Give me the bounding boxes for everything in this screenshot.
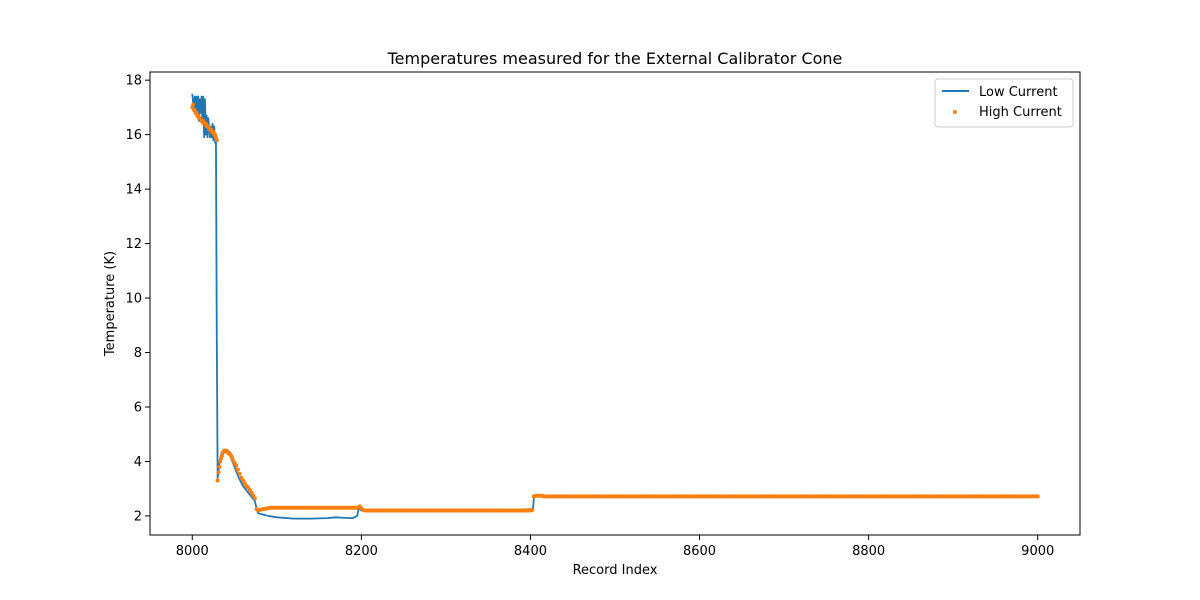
y-tick-label: 2 <box>134 509 142 524</box>
scatter-point-high-current <box>1035 494 1040 499</box>
plot-area <box>149 71 1081 536</box>
scatter-point-high-current <box>252 496 257 501</box>
y-tick-label: 12 <box>125 237 142 252</box>
y-tick-label: 10 <box>125 292 142 307</box>
scatter-point-high-current <box>234 463 239 468</box>
scatter-point-high-current <box>216 470 221 475</box>
y-tick-label: 16 <box>125 128 142 143</box>
x-axis: 8000 8200 8400 8600 8800 9000 <box>176 535 1054 559</box>
x-axis-label: Record Index <box>573 563 658 578</box>
scatter-point-high-current <box>526 508 531 513</box>
legend: Low Current High Current <box>934 78 1074 128</box>
y-axis: 2 4 6 8 10 12 14 16 18 <box>125 74 150 524</box>
x-tick-label: 9000 <box>1021 544 1054 559</box>
scatter-point-high-current <box>191 102 196 107</box>
x-tick-label: 8800 <box>852 544 885 559</box>
legend-box <box>934 78 1074 128</box>
scatter-point-high-current <box>215 478 220 483</box>
x-tick-label: 8200 <box>345 544 378 559</box>
y-axis-label: Temperature (K) <box>103 251 118 357</box>
x-tick-label: 8400 <box>514 544 547 559</box>
legend-label-high-current: High Current <box>979 105 1062 120</box>
y-tick-label: 4 <box>134 455 142 470</box>
y-tick-label: 8 <box>134 346 142 361</box>
scatter-point-high-current <box>354 505 359 510</box>
chart-title: Temperatures measured for the External C… <box>387 49 843 68</box>
legend-swatch-high-current <box>953 110 957 114</box>
series-layer <box>190 93 1040 520</box>
axes-frame <box>149 71 1081 536</box>
y-tick-label: 14 <box>125 183 142 198</box>
x-tick-label: 8000 <box>176 544 209 559</box>
y-tick-label: 18 <box>125 74 142 89</box>
scatter-point-high-current <box>217 464 222 469</box>
legend-label-low-current: Low Current <box>979 85 1058 100</box>
x-tick-label: 8600 <box>683 544 716 559</box>
scatter-point-high-current <box>237 471 242 476</box>
y-tick-label: 6 <box>134 400 142 415</box>
scatter-point-high-current <box>235 467 240 472</box>
scatter-point-high-current <box>214 138 219 143</box>
scatter-point-high-current <box>530 507 535 512</box>
